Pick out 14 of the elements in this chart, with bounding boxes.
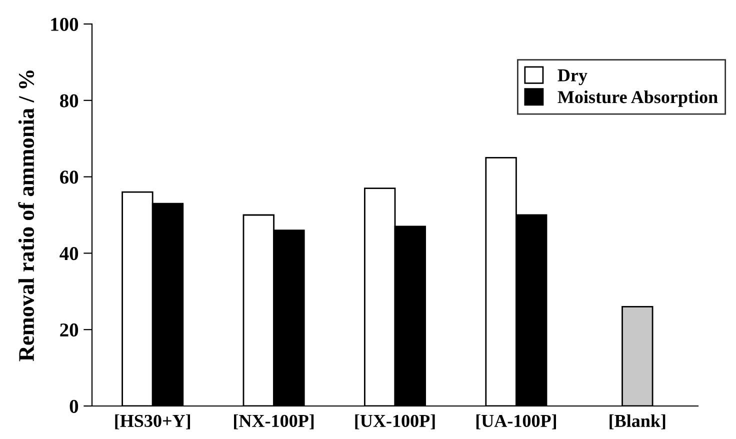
x-tick-label: [HS30+Y]: [115, 414, 190, 430]
y-tick-label: 40: [60, 247, 78, 260]
x-tick-label: [NX-100P]: [234, 414, 314, 430]
y-tick-label: 60: [60, 170, 78, 184]
y-tick-label: 80: [60, 94, 78, 108]
y-tick-label: 0: [70, 400, 78, 413]
x-tick-label: [Blank]: [610, 414, 666, 430]
x-tick-label: [UA-100P]: [476, 414, 556, 430]
legend-label: Moisture Absorption: [558, 90, 718, 107]
x-tick-label: [UX-100P]: [355, 414, 435, 430]
y-axis-title: Removal ratio of ammonia / %: [18, 70, 34, 362]
legend-label: Dry: [558, 69, 588, 86]
y-tick-label: 20: [60, 323, 78, 337]
y-tick-label: 100: [51, 18, 78, 31]
